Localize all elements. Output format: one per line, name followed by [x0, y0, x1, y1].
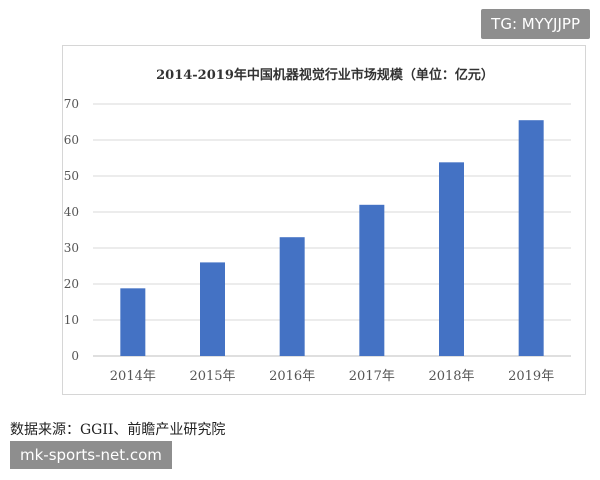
y-tick-label: 60: [64, 133, 79, 147]
bar: [279, 237, 305, 356]
tg-badge: TG: MYYJJPP: [481, 9, 590, 39]
y-tick-label: 50: [64, 169, 79, 183]
site-watermark: mk-sports-net.com: [10, 441, 172, 469]
bar: [439, 162, 464, 356]
chart-title: 2014-2019年中国机器视觉行业市场规模（单位：亿元）: [156, 67, 494, 83]
bar: [359, 204, 385, 356]
bar: [518, 120, 544, 356]
y-tick-label: 70: [64, 97, 79, 111]
bar: [120, 288, 146, 356]
bar: [200, 262, 225, 356]
x-tick-label: 2014年: [110, 369, 156, 384]
y-tick-label: 0: [71, 349, 79, 363]
chart-frame: 2014-2019年中国机器视觉行业市场规模（单位：亿元） 0 10 20 30 40 5…: [62, 45, 586, 395]
source-note: 数据来源：GGII、前瞻产业研究院: [10, 422, 226, 438]
y-tick-label: 10: [64, 313, 79, 327]
x-tick-label: 2018年: [428, 369, 474, 384]
bar-chart: 2014-2019年中国机器视觉行业市场规模（单位：亿元） 0 10 20 30 40 5…: [64, 67, 571, 384]
x-tick-label: 2017年: [349, 369, 395, 384]
y-tick-label: 20: [64, 277, 79, 291]
y-tick-label: 40: [64, 205, 79, 219]
y-tick-label: 30: [64, 241, 79, 255]
x-tick-label: 2015年: [189, 369, 235, 384]
x-tick-label: 2019年: [508, 369, 554, 384]
x-tick-label: 2016年: [269, 369, 315, 384]
